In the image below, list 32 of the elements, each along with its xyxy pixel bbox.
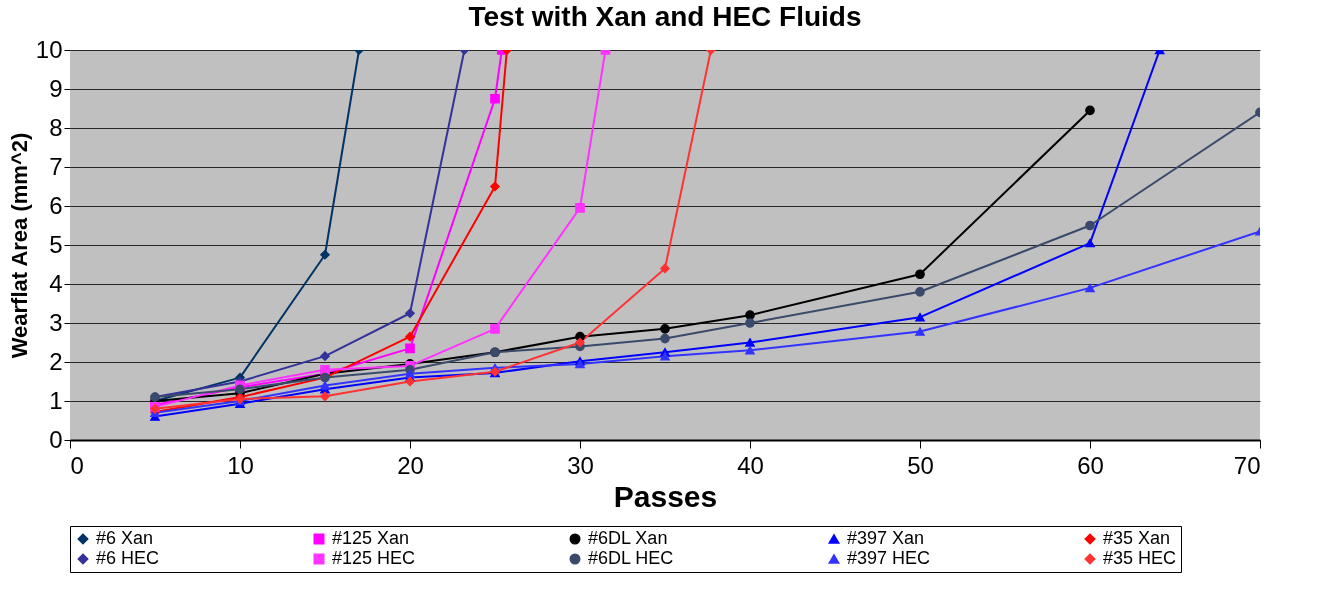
legend-label: #6DL HEC	[588, 548, 674, 568]
x-tick-label: 0	[70, 451, 84, 479]
legend-label: #6 Xan	[96, 528, 154, 548]
x-tick-label: 60	[1077, 451, 1104, 479]
x-tick-label: 70	[1233, 451, 1261, 479]
legend-label: #35 HEC	[1103, 548, 1177, 568]
legend-label: #6 HEC	[96, 548, 160, 568]
x-tick-label: 10	[227, 451, 254, 479]
y-axis-title: Wearflat Area (mm^2)	[6, 132, 32, 359]
y-tick-label: 0	[49, 425, 63, 453]
y-tick-label: 7	[49, 152, 63, 180]
y-tick-label: 3	[49, 308, 63, 336]
legend-label: #6DL Xan	[588, 528, 668, 548]
y-tick-label: 2	[49, 347, 63, 375]
x-axis-title: Passes	[613, 479, 718, 513]
y-tick-label: 5	[49, 230, 63, 258]
x-tick-label: 30	[567, 451, 594, 479]
y-tick-label: 4	[49, 269, 63, 297]
y-tick-label: 9	[49, 74, 63, 102]
legend-label: #125 Xan	[332, 528, 410, 548]
legend-label: #397 Xan	[847, 528, 925, 548]
x-tick-label: 20	[397, 451, 424, 479]
y-tick-label: 1	[49, 386, 63, 414]
y-tick-label: 6	[49, 191, 63, 219]
x-tick-label: 40	[737, 451, 764, 479]
legend-label: #125 HEC	[332, 548, 416, 568]
y-tick-label: 8	[49, 113, 63, 141]
x-tick-label: 50	[907, 451, 934, 479]
legend-label: #35 Xan	[1103, 528, 1171, 548]
y-tick-label: 10	[35, 35, 63, 63]
chart-title: Test with Xan and HEC Fluids	[468, 1, 862, 32]
legend-label: #397 HEC	[847, 548, 931, 568]
